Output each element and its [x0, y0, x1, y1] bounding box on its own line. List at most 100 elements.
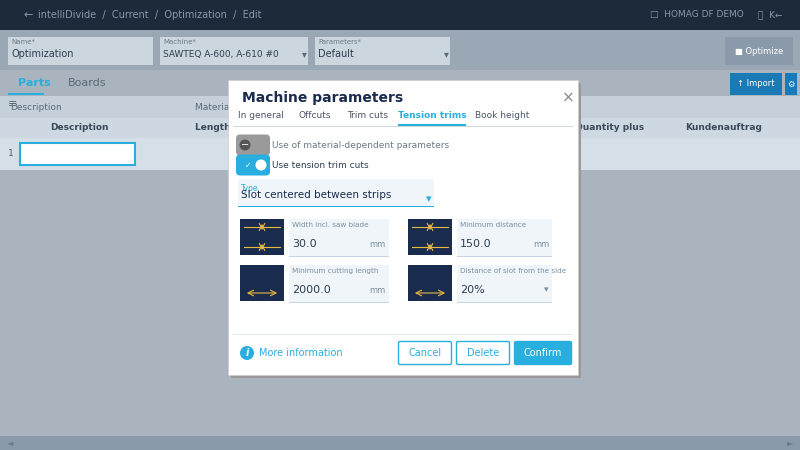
Bar [289, 302, 389, 303]
FancyBboxPatch shape [398, 342, 451, 365]
Text: Type: Type [241, 184, 258, 193]
Bar [0, 436, 800, 450]
Text: ▾: ▾ [426, 194, 432, 204]
Bar [228, 80, 578, 375]
Text: Use of material-dependent parameters: Use of material-dependent parameters [272, 140, 449, 149]
Text: Minimum distance: Minimum distance [460, 222, 526, 228]
Text: Name*: Name* [11, 39, 35, 45]
Text: Quantity plus: Quantity plus [575, 123, 644, 132]
Text: ▾: ▾ [444, 49, 449, 59]
Text: mm: mm [370, 240, 386, 249]
Text: i: i [246, 348, 249, 358]
Bar [238, 179, 434, 207]
Bar [289, 265, 389, 303]
Text: ⚙: ⚙ [787, 80, 794, 89]
Text: Trim cuts: Trim cuts [347, 112, 388, 121]
Bar [785, 73, 797, 95]
Bar [725, 37, 793, 65]
Bar [457, 265, 552, 303]
Text: mm: mm [370, 286, 386, 295]
Text: Description: Description [10, 103, 62, 112]
Text: Optimization: Optimization [11, 49, 74, 59]
Bar [8, 37, 153, 65]
Text: Minimum cutting length: Minimum cutting length [292, 268, 378, 274]
Bar [238, 206, 434, 207]
Circle shape [255, 159, 266, 171]
Text: More information: More information [259, 348, 342, 358]
Text: Width incl. saw blade: Width incl. saw blade [292, 222, 369, 228]
Circle shape [240, 346, 254, 360]
Bar [160, 37, 308, 65]
Text: Default: Default [318, 49, 354, 59]
Text: Cancel: Cancel [409, 348, 442, 358]
Text: Parameters*: Parameters* [318, 39, 361, 45]
Bar [0, 170, 800, 436]
Text: Length (mm): Length (mm) [195, 123, 261, 132]
Bar [8, 93, 44, 95]
Bar [233, 126, 573, 127]
Bar [240, 265, 284, 301]
Text: Parts: Parts [18, 78, 50, 88]
Text: mm: mm [533, 240, 549, 249]
Bar [730, 73, 782, 95]
Text: Slot centered between strips: Slot centered between strips [241, 190, 391, 200]
Bar [289, 219, 389, 257]
Text: intelliDivide  /  Current  /  Optimization  /  Edit: intelliDivide / Current / Optimization /… [38, 10, 262, 20]
Bar [233, 334, 573, 335]
Bar [398, 124, 466, 126]
Bar [315, 37, 450, 65]
Text: Machine parameters: Machine parameters [242, 91, 403, 105]
Text: In general: In general [238, 112, 284, 121]
FancyBboxPatch shape [457, 342, 510, 365]
Text: 30.0: 30.0 [292, 239, 317, 249]
Bar [457, 219, 552, 257]
Text: 150.0: 150.0 [460, 239, 492, 249]
Text: 2000.0: 2000.0 [292, 285, 330, 295]
Text: ×: × [562, 90, 574, 105]
Bar [0, 70, 220, 96]
Text: Machine*: Machine* [163, 39, 196, 45]
Text: ✓: ✓ [245, 161, 251, 170]
Text: Confirm: Confirm [524, 348, 562, 358]
Bar [240, 219, 284, 255]
Text: ≡: ≡ [8, 99, 18, 109]
Text: ◄: ◄ [6, 438, 14, 447]
Text: □  HOMAG DF DEMO: □ HOMAG DF DEMO [650, 10, 744, 19]
Bar [0, 96, 800, 118]
Bar [289, 256, 389, 257]
Bar [20, 143, 135, 165]
Bar [0, 0, 800, 30]
Text: Kundenauftrag: Kundenauftrag [685, 123, 762, 132]
Text: Description: Description [50, 123, 109, 132]
Text: ▾: ▾ [543, 285, 548, 294]
Text: 1: 1 [8, 149, 14, 158]
Text: 👤  K←: 👤 K← [758, 10, 782, 19]
Text: 20%: 20% [460, 285, 485, 295]
Text: ↑ Import: ↑ Import [738, 80, 774, 89]
Text: −: − [241, 140, 249, 150]
Text: Book height: Book height [475, 112, 529, 121]
Bar [0, 138, 800, 170]
Text: Boards: Boards [68, 78, 106, 88]
Text: ▾: ▾ [302, 49, 307, 59]
Text: Delete: Delete [467, 348, 499, 358]
Text: Use tension trim cuts: Use tension trim cuts [272, 161, 369, 170]
Bar [457, 256, 552, 257]
Bar [0, 30, 800, 70]
Bar [408, 265, 452, 301]
Text: Tension trims: Tension trims [398, 112, 466, 121]
Text: Offcuts: Offcuts [298, 112, 331, 121]
Bar [408, 219, 452, 255]
Bar [231, 83, 581, 378]
Text: Wid...: Wid... [270, 123, 299, 132]
FancyBboxPatch shape [236, 135, 270, 156]
FancyBboxPatch shape [236, 154, 270, 176]
Text: Distance of slot from the side: Distance of slot from the side [460, 268, 566, 274]
Text: Material code: Material code [195, 103, 257, 112]
Text: ←: ← [24, 10, 34, 20]
Circle shape [239, 140, 250, 150]
Text: ■ Optimize: ■ Optimize [735, 46, 783, 55]
Bar [457, 302, 552, 303]
Text: ►: ► [786, 438, 794, 447]
Text: SAWTEQ A-600, A-610 #0: SAWTEQ A-600, A-610 #0 [163, 50, 278, 59]
